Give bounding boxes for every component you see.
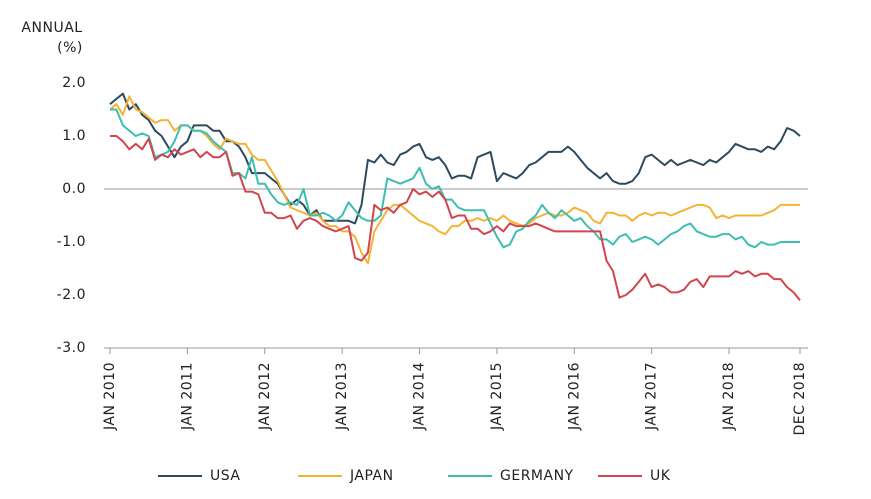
legend-label: JAPAN	[349, 468, 394, 484]
legend-label: USA	[210, 468, 240, 484]
y-axis-label: (%)	[57, 40, 83, 56]
y-tick-label: 1.0	[62, 128, 86, 144]
x-tick-label: DEC 2018	[792, 362, 808, 435]
x-tick-label: JAN 2010	[102, 362, 118, 431]
series-line	[110, 135, 801, 301]
y-tick-label: -2.0	[57, 287, 86, 303]
x-tick-label: JAN 2016	[566, 362, 582, 431]
legend-label: GERMANY	[500, 468, 574, 484]
x-tick-label: JAN 2013	[334, 362, 350, 431]
x-tick-label: JAN 2011	[179, 362, 195, 431]
y-tick-label: 2.0	[62, 75, 86, 91]
x-tick-label: JAN 2014	[412, 362, 428, 431]
y-tick-label: 0.0	[62, 181, 86, 197]
y-axis-label: ANNUAL	[21, 20, 82, 36]
x-tick-label: JAN 2012	[257, 362, 273, 431]
y-tick-label: -1.0	[57, 234, 86, 250]
x-tick-label: JAN 2017	[644, 362, 660, 431]
series-line	[109, 95, 800, 265]
y-tick-label: -3.0	[57, 340, 86, 356]
legend-label: UK	[650, 468, 671, 484]
x-tick-label: JAN 2018	[721, 362, 737, 431]
x-tick-label: JAN 2015	[489, 362, 505, 431]
series-line	[110, 108, 800, 249]
